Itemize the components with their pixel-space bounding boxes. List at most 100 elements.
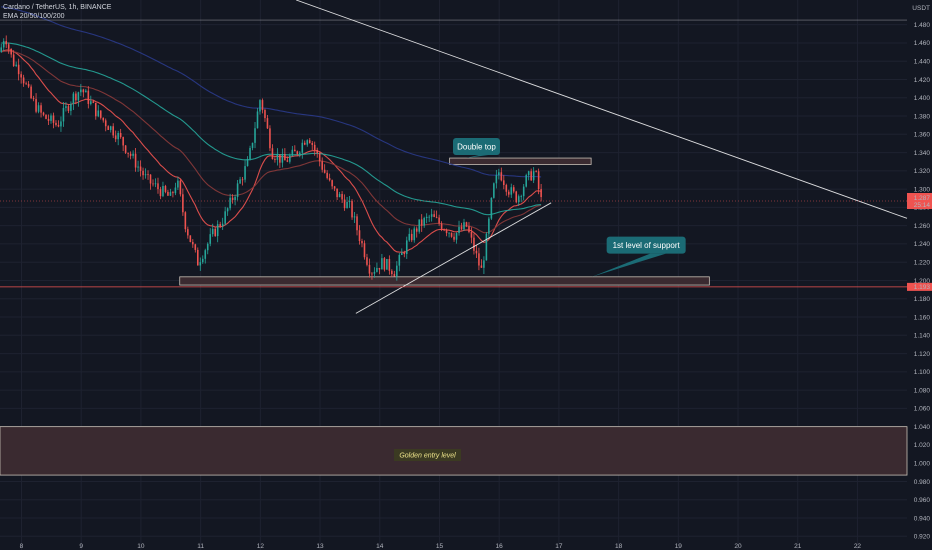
candle-body (219, 224, 221, 227)
y-tick-label: 1.160 (914, 314, 931, 321)
y-tick-label: 1.320 (914, 168, 931, 175)
candle-body (40, 105, 42, 113)
candle-body (520, 196, 523, 197)
candle-body (308, 140, 311, 144)
candle-body (254, 128, 256, 143)
y-tick-label: 1.140 (914, 333, 931, 340)
candle-body (129, 153, 132, 156)
candle-body (525, 175, 527, 187)
candle-body (67, 106, 70, 111)
candle-body (179, 180, 182, 195)
candle-body (259, 100, 261, 112)
candle-body (485, 233, 488, 261)
candle-body (306, 140, 309, 145)
candle-body (455, 233, 458, 240)
support-price-tag (907, 282, 932, 291)
candle-body (47, 118, 50, 121)
candle-body (373, 271, 376, 274)
double-top-callout: Double top (452, 137, 500, 159)
y-tick-label: 1.120 (914, 351, 931, 358)
candle-body (423, 218, 425, 226)
indicator-legend[interactable]: EMA 20/50/100/200 (3, 13, 65, 20)
candle-body (2, 41, 5, 48)
x-tick-label: 20 (734, 543, 742, 550)
candle-body (311, 143, 314, 145)
candle-body (473, 237, 475, 251)
candle-body (137, 166, 139, 168)
candle-body (448, 232, 450, 234)
candle-body (433, 214, 435, 217)
support-zone (179, 276, 710, 286)
candle-body (17, 64, 20, 75)
candle-body (488, 218, 490, 234)
y-tick-label: 1.240 (914, 241, 931, 248)
candle-body (57, 124, 60, 127)
candle-body (32, 98, 35, 100)
candle-body (22, 77, 25, 84)
y-tick-label: 1.460 (914, 40, 931, 47)
descending-resistance-trendline (296, 0, 908, 219)
double-top-zone (449, 157, 592, 165)
candle-body (142, 170, 144, 176)
candle-body (483, 260, 485, 268)
candle-body (435, 216, 438, 218)
candle-body (475, 250, 478, 254)
candle-body (341, 194, 343, 200)
candle-body (363, 243, 366, 258)
candle-body (264, 110, 266, 119)
candle-body (401, 252, 403, 255)
candle-body (109, 126, 112, 130)
candle-body (358, 230, 361, 242)
y-tick-label: 1.020 (914, 442, 931, 449)
candle-body (428, 216, 430, 218)
y-tick-label: 1.000 (914, 461, 931, 468)
x-tick-label: 16 (496, 543, 504, 550)
golden-entry-label: Golden entry level (394, 448, 462, 461)
candle-body (112, 126, 114, 136)
y-tick-label: 1.360 (914, 132, 931, 139)
candle-body (450, 232, 453, 237)
candle-body (351, 201, 353, 218)
candle-body (540, 189, 542, 198)
candle-body (209, 234, 212, 244)
candle-body (266, 118, 269, 129)
y-tick-label: 1.260 (914, 223, 931, 230)
candle-body (37, 105, 40, 112)
candle-body (269, 128, 271, 149)
candle-body (383, 258, 386, 270)
candle-body (371, 273, 373, 275)
x-tick-label: 12 (257, 543, 265, 550)
symbol-title[interactable]: Cardano / TetherUS, 1h, BINANCE (3, 4, 112, 11)
y-tick-label: 1.200 (914, 278, 931, 285)
axes: 1.480 1.460 1.440 1.420 1.400 1.380 1.360 1.340… (20, 5, 932, 550)
golden-entry-label-text: Golden entry level (399, 452, 456, 459)
candle-body (378, 267, 381, 270)
candle-body (507, 191, 510, 195)
y-tick-label: 1.080 (914, 387, 931, 394)
candle-body (177, 180, 179, 188)
candle-body (75, 93, 77, 101)
candle-body (346, 201, 348, 209)
candle-body (445, 230, 448, 234)
currency-label: USDT (912, 5, 930, 12)
candle-body (107, 126, 110, 130)
candle-body (117, 132, 119, 140)
candle-body (517, 196, 520, 203)
candle-body (353, 216, 356, 218)
candle-body (480, 265, 483, 268)
support-price-label: 1.193 (914, 284, 931, 291)
candle-body (465, 222, 468, 227)
x-tick-label: 13 (316, 543, 324, 550)
candle-body (425, 216, 428, 219)
candle-body (331, 180, 333, 187)
candle-body (458, 226, 460, 234)
candle-body (530, 171, 532, 181)
candle-body (122, 137, 124, 146)
candle-body (25, 83, 27, 85)
candle-body (231, 197, 234, 201)
candle-body (204, 250, 207, 259)
candle-body (274, 159, 276, 160)
candle-body (381, 258, 383, 270)
y-tick-label: 1.180 (914, 296, 931, 303)
